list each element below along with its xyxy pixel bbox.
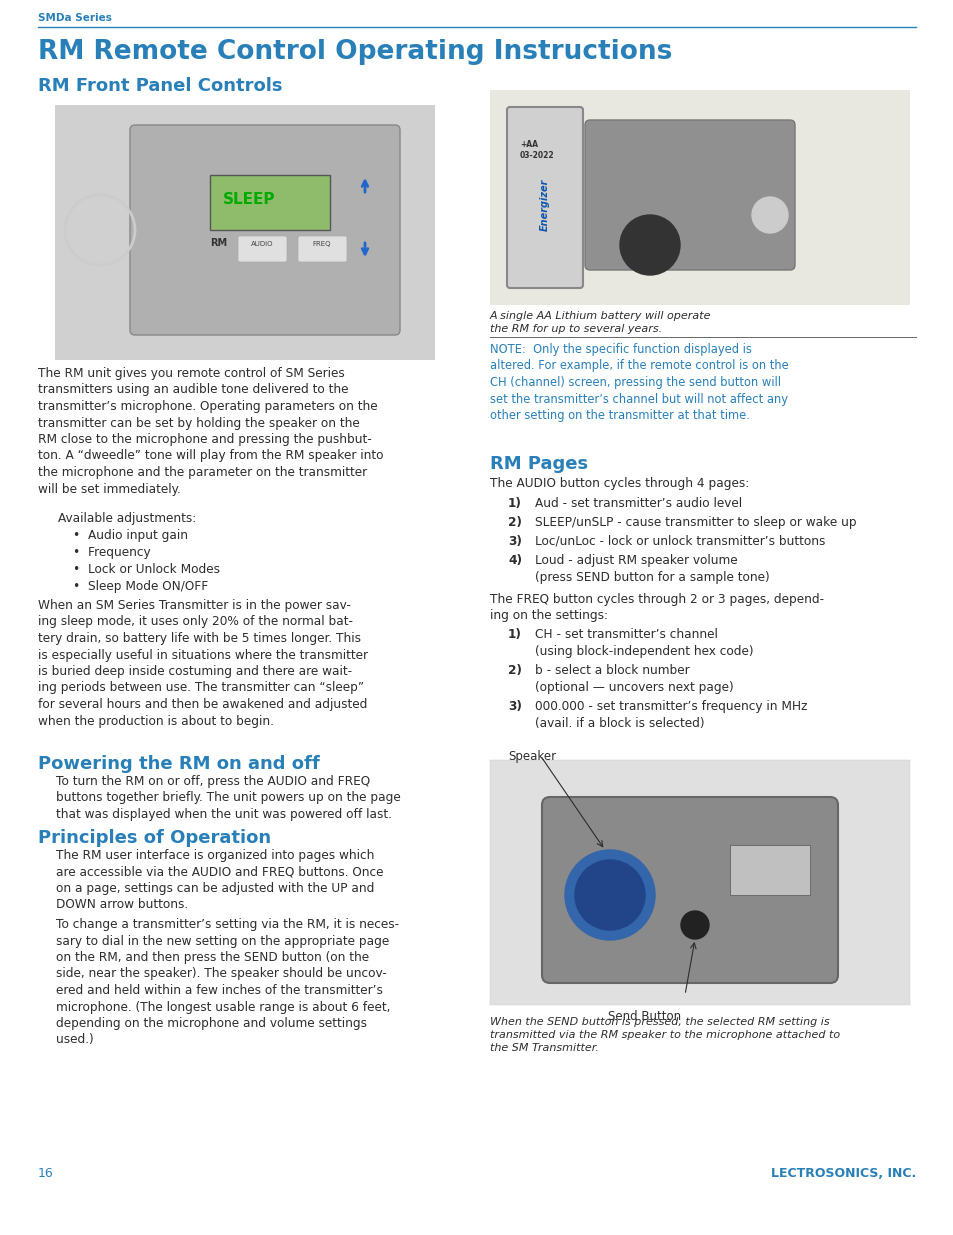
Text: Aud - set transmitter’s audio level: Aud - set transmitter’s audio level: [535, 496, 741, 510]
Text: 1): 1): [507, 496, 521, 510]
Bar: [55, 105, 435, 359]
Text: 1): 1): [507, 629, 521, 641]
Text: 4): 4): [507, 555, 521, 567]
Text: RM Front Panel Controls: RM Front Panel Controls: [38, 77, 282, 95]
Text: LECTROSONICS, INC.: LECTROSONICS, INC.: [770, 1167, 915, 1179]
Text: Principles of Operation: Principles of Operation: [38, 829, 271, 847]
Text: When an SM Series Transmitter is in the power sav-
ing sleep mode, it uses only : When an SM Series Transmitter is in the …: [38, 599, 368, 727]
Text: b - select a block number
(optional — uncovers next page): b - select a block number (optional — un…: [535, 664, 733, 694]
Text: 000.000 - set transmitter’s frequency in MHz
(avail. if a block is selected): 000.000 - set transmitter’s frequency in…: [535, 700, 806, 730]
Text: CH - set transmitter’s channel
(using block-independent hex code): CH - set transmitter’s channel (using bl…: [535, 629, 753, 657]
Circle shape: [751, 198, 787, 233]
FancyBboxPatch shape: [584, 120, 794, 270]
Text: When the SEND button is pressed, the selected RM setting is
transmitted via the : When the SEND button is pressed, the sel…: [490, 1016, 840, 1052]
FancyBboxPatch shape: [297, 236, 347, 262]
Bar: [729, 845, 809, 895]
Text: A single AA Lithium battery will operate
the RM for up to several years.: A single AA Lithium battery will operate…: [490, 311, 711, 333]
Text: Speaker: Speaker: [507, 750, 556, 763]
Text: +AA
03-2022: +AA 03-2022: [519, 140, 554, 161]
Text: RM: RM: [210, 238, 227, 248]
Text: To turn the RM on or off, press the AUDIO and FREQ
buttons together briefly. The: To turn the RM on or off, press the AUDI…: [56, 776, 400, 821]
Text: Powering the RM on and off: Powering the RM on and off: [38, 755, 319, 773]
Text: NOTE:  Only the specific function displayed is
altered. For example, if the remo: NOTE: Only the specific function display…: [490, 343, 788, 422]
Text: •  Sleep Mode ON/OFF: • Sleep Mode ON/OFF: [73, 580, 208, 593]
Text: AUDIO: AUDIO: [251, 241, 273, 247]
Text: The RM unit gives you remote control of SM Series
transmitters using an audible : The RM unit gives you remote control of …: [38, 367, 383, 495]
Circle shape: [619, 215, 679, 275]
FancyBboxPatch shape: [541, 797, 837, 983]
Text: Available adjustments:: Available adjustments:: [58, 513, 196, 525]
Text: The FREQ button cycles through 2 or 3 pages, depend-
ing on the settings:: The FREQ button cycles through 2 or 3 pa…: [490, 593, 823, 622]
Text: 3): 3): [507, 700, 521, 713]
Text: 3): 3): [507, 535, 521, 548]
Text: SLEEP: SLEEP: [223, 191, 275, 207]
Text: 2): 2): [507, 516, 521, 529]
Text: The RM user interface is organized into pages which
are accessible via the AUDIO: The RM user interface is organized into …: [56, 848, 383, 911]
Text: •  Audio input gain: • Audio input gain: [73, 529, 188, 542]
Text: •  Frequency: • Frequency: [73, 546, 151, 559]
Text: 16: 16: [38, 1167, 53, 1179]
Circle shape: [680, 911, 708, 939]
Text: 2): 2): [507, 664, 521, 677]
FancyBboxPatch shape: [130, 125, 399, 335]
Circle shape: [564, 850, 655, 940]
Text: Energizer: Energizer: [539, 179, 550, 231]
Text: The AUDIO button cycles through 4 pages:: The AUDIO button cycles through 4 pages:: [490, 477, 748, 490]
FancyBboxPatch shape: [237, 236, 287, 262]
Bar: [210, 175, 330, 230]
Text: Loc/unLoc - lock or unlock transmitter’s buttons: Loc/unLoc - lock or unlock transmitter’s…: [535, 535, 824, 548]
Text: Loud - adjust RM speaker volume
(press SEND button for a sample tone): Loud - adjust RM speaker volume (press S…: [535, 555, 769, 583]
Bar: [490, 760, 909, 1005]
Text: SLEEP/unSLP - cause transmitter to sleep or wake up: SLEEP/unSLP - cause transmitter to sleep…: [535, 516, 856, 529]
Text: •  Lock or Unlock Modes: • Lock or Unlock Modes: [73, 563, 220, 576]
Text: FREQ: FREQ: [313, 241, 331, 247]
FancyBboxPatch shape: [506, 107, 582, 288]
Text: RM Pages: RM Pages: [490, 454, 587, 473]
Text: SMDa Series: SMDa Series: [38, 14, 112, 23]
Text: RM Remote Control Operating Instructions: RM Remote Control Operating Instructions: [38, 40, 672, 65]
Bar: [490, 90, 909, 305]
Circle shape: [575, 860, 644, 930]
Text: To change a transmitter’s setting via the RM, it is neces-
sary to dial in the n: To change a transmitter’s setting via th…: [56, 918, 398, 1046]
Text: Send Button: Send Button: [608, 1010, 680, 1023]
